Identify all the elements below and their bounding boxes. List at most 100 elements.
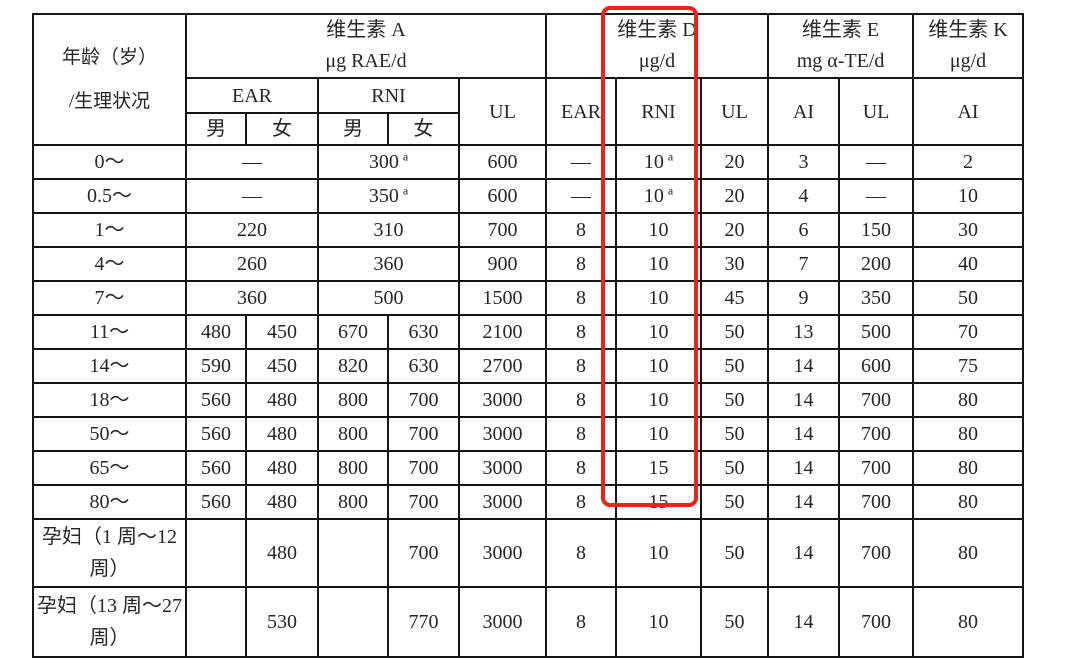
table-cell: 2	[912, 144, 1025, 180]
table-cell: 6	[767, 212, 841, 248]
table-cell: 75	[912, 348, 1025, 384]
table-cell: 560	[185, 450, 247, 486]
table-cell: 630	[387, 314, 460, 350]
table-row: 11～ 480 450 670 630 2100 8 10 50 13 500 70	[32, 314, 1025, 350]
table-row: 18～ 560 480 800 700 3000 8 10 50 14 700 80	[32, 382, 1025, 418]
row-label: 1～	[32, 212, 187, 248]
vitamin-d-rni-header: RNI	[615, 77, 702, 146]
table-cell: 10	[615, 280, 702, 316]
table-cell: 20	[699, 144, 770, 180]
vitamin-d-unit: μg/d	[638, 50, 676, 72]
table-cell: 3000	[458, 382, 547, 418]
table-cell: —	[838, 144, 915, 180]
vitamin-k-header: 维生素 K μg/d	[912, 13, 1025, 79]
table-cell: 700	[387, 382, 460, 418]
table-cell: 3000	[458, 518, 547, 588]
table-cell: 3000	[458, 450, 547, 486]
table-cell: 13	[767, 314, 841, 350]
header-row-types: EAR RNI UL EAR RNI UL AI UL AI	[33, 77, 1025, 146]
table-cell: 360	[185, 280, 319, 316]
table-cell: 40	[912, 246, 1025, 282]
table-cell: 700	[458, 212, 547, 248]
footnote-marker: a	[667, 183, 674, 198]
vitamin-a-rni-header: RNI	[317, 77, 460, 114]
table-cell: 260	[185, 246, 319, 282]
table-cell: 3000	[458, 586, 547, 658]
table-cell: 630	[387, 348, 460, 384]
table-cell: 700	[387, 484, 460, 520]
vitamin-e-name: 维生素 E	[801, 19, 880, 41]
table-cell: 770	[387, 586, 460, 658]
table-cell: 10	[912, 178, 1025, 214]
table-row: 4～ 260 360 900 8 10 30 7 200 40	[32, 246, 1025, 282]
table-cell: 10	[615, 382, 702, 418]
table-cell: 600	[458, 144, 547, 180]
table-cell: 15	[615, 450, 702, 486]
table-cell: 310	[317, 212, 460, 248]
table-cell: 7	[767, 246, 841, 282]
footnote-marker: a	[667, 149, 674, 164]
table-cell	[317, 518, 389, 588]
table-cell: 50	[699, 484, 770, 520]
table-cell: 700	[838, 416, 915, 452]
table-cell: 700	[387, 416, 460, 452]
table-cell: 50	[699, 586, 770, 658]
table-cell: 9	[767, 280, 841, 316]
table-cell: 800	[317, 450, 389, 486]
row-label: 11～	[32, 314, 187, 350]
table-cell: 8	[545, 586, 617, 658]
vitamin-a-ul-header: UL	[458, 77, 547, 146]
row-label: 4～	[32, 246, 187, 282]
table-cell: 3	[767, 144, 841, 180]
vitamin-e-ul-header: UL	[838, 77, 915, 146]
table-cell: 600	[458, 178, 547, 214]
table-cell: 4	[767, 178, 841, 214]
table-cell: 480	[245, 382, 319, 418]
age-header-line2: /生理状况	[68, 90, 151, 112]
table-cell: 500	[838, 314, 915, 350]
table-cell: 700	[838, 518, 915, 588]
vitamin-d-ul-header: UL	[699, 77, 770, 146]
table-cell: 50	[699, 382, 770, 418]
dri-table: 年龄（岁） /生理状况 维生素 A μg RAE/d 维生素 D μg/d 维生…	[32, 13, 1025, 658]
row-label: 7～	[32, 280, 187, 316]
document-page: 年龄（岁） /生理状况 维生素 A μg RAE/d 维生素 D μg/d 维生…	[32, 6, 1025, 658]
table-cell: 700	[838, 586, 915, 658]
table-cell: 50	[699, 450, 770, 486]
table-cell: 8	[545, 450, 617, 486]
table-cell: 10	[615, 314, 702, 350]
table-cell: —	[838, 178, 915, 214]
table-cell: 50	[699, 348, 770, 384]
table-cell: —	[185, 178, 319, 214]
table-row: 孕妇（1 周～12 周） 480 700 3000 8 10 50 14 700 80	[32, 518, 1025, 588]
table-cell: 590	[185, 348, 247, 384]
table-cell: 480	[245, 484, 319, 520]
table-cell: 150	[838, 212, 915, 248]
table-cell: 8	[545, 348, 617, 384]
table-cell: 10 a	[615, 178, 702, 214]
row-label: 0～	[32, 144, 187, 180]
table-cell: 80	[912, 382, 1025, 418]
ear-female-header: 女	[245, 112, 319, 146]
table-cell: 2700	[458, 348, 547, 384]
table-cell: 8	[545, 382, 617, 418]
table-cell: 10	[615, 246, 702, 282]
table-cell: —	[545, 178, 617, 214]
row-label: 65～	[32, 450, 187, 486]
table-cell: 45	[699, 280, 770, 316]
table-cell: 800	[317, 416, 389, 452]
vitamin-e-header: 维生素 E mg α-TE/d	[767, 13, 915, 79]
table-cell: 14	[767, 484, 841, 520]
vitamin-a-name: 维生素 A	[326, 19, 406, 41]
table-row: 50～ 560 480 800 700 3000 8 10 50 14 700 80	[32, 416, 1025, 452]
table-cell: 80	[912, 518, 1025, 588]
row-label: 80～	[32, 484, 187, 520]
vitamin-d-name: 维生素 D	[617, 19, 697, 41]
table-cell: 900	[458, 246, 547, 282]
table-cell: 50	[912, 280, 1025, 316]
table-cell: 30	[699, 246, 770, 282]
row-label: 14～	[32, 348, 187, 384]
table-cell: 80	[912, 586, 1025, 658]
ear-male-header: 男	[185, 112, 247, 146]
